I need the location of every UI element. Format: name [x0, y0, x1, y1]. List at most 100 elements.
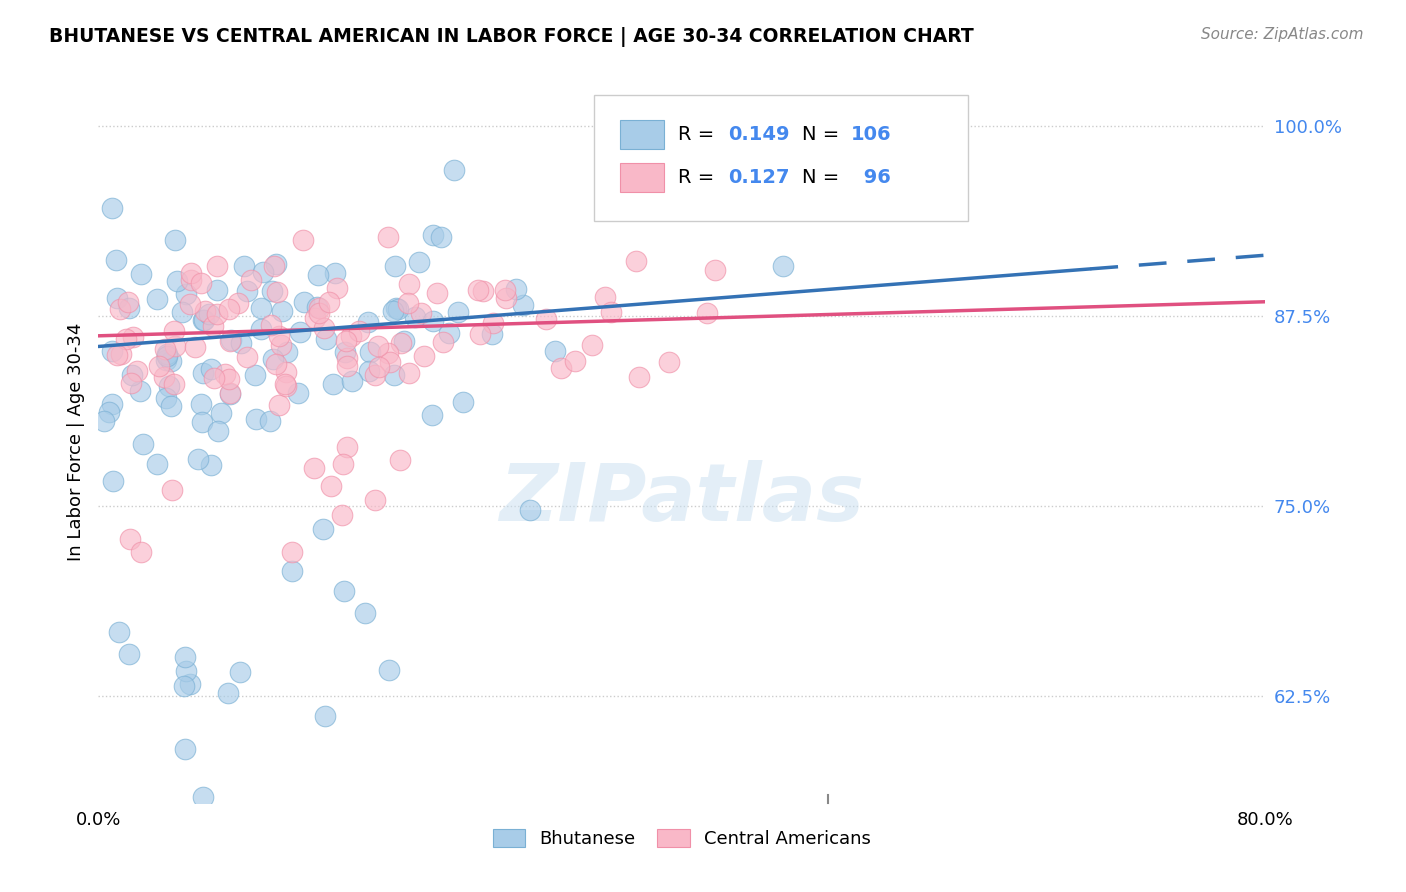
Point: [173, 679, 195, 693]
Text: BHUTANESE VS CENTRAL AMERICAN IN LABOR FORCE | AGE 30-34 CORRELATION CHART: BHUTANESE VS CENTRAL AMERICAN IN LABOR F…: [49, 27, 974, 46]
Point: [447, 305, 470, 319]
Point: [191, 313, 214, 327]
Point: [190, 277, 212, 291]
Point: [387, 302, 409, 317]
Point: [264, 358, 287, 372]
Point: [105, 348, 128, 362]
Text: Source: ZipAtlas.com: Source: ZipAtlas.com: [1201, 27, 1364, 42]
Point: [127, 364, 149, 378]
Point: [245, 368, 267, 382]
Point: [336, 359, 359, 373]
Point: [252, 265, 274, 279]
Point: [217, 686, 239, 700]
Point: [174, 649, 197, 664]
Point: [191, 366, 214, 380]
Point: [330, 508, 353, 523]
Point: [262, 351, 284, 366]
Point: [318, 295, 340, 310]
Text: R =: R =: [679, 169, 721, 187]
Point: [276, 344, 298, 359]
Point: [364, 368, 387, 382]
Point: [420, 408, 443, 422]
Point: [494, 283, 516, 297]
Text: R =: R =: [679, 125, 721, 144]
Point: [207, 424, 229, 438]
Point: [156, 347, 179, 361]
Point: [218, 301, 240, 316]
Point: [110, 347, 132, 361]
Point: [191, 415, 214, 429]
Point: [145, 457, 167, 471]
Point: [145, 292, 167, 306]
Point: [304, 460, 326, 475]
Point: [772, 260, 794, 274]
Point: [179, 677, 201, 691]
Point: [347, 324, 370, 338]
Point: [162, 377, 184, 392]
Point: [205, 283, 228, 297]
Point: [377, 230, 399, 244]
Point: [267, 329, 290, 343]
Point: [229, 665, 252, 679]
Point: [193, 789, 215, 804]
Point: [495, 291, 517, 305]
Point: [658, 355, 681, 369]
Point: [404, 310, 426, 324]
Point: [190, 397, 212, 411]
Point: [262, 284, 284, 298]
Point: [287, 386, 309, 401]
Point: [166, 274, 188, 288]
Point: [322, 377, 344, 392]
Point: [101, 201, 124, 215]
Point: [312, 320, 335, 334]
Point: [505, 281, 527, 295]
Point: [429, 230, 451, 244]
Point: [229, 336, 252, 351]
Point: [249, 301, 271, 316]
Point: [314, 709, 336, 723]
Point: [377, 346, 399, 360]
Point: [413, 349, 436, 363]
Point: [163, 339, 186, 353]
Point: [389, 336, 412, 351]
Point: [319, 478, 342, 492]
Point: [118, 301, 141, 315]
Y-axis label: In Labor Force | Age 30-34: In Labor Force | Age 30-34: [66, 322, 84, 561]
FancyBboxPatch shape: [595, 95, 967, 221]
Point: [628, 369, 651, 384]
Point: [101, 343, 124, 358]
Point: [269, 398, 291, 412]
Point: [564, 354, 586, 368]
Point: [333, 583, 356, 598]
Point: [274, 365, 297, 379]
Point: [160, 399, 183, 413]
Point: [129, 545, 152, 559]
Point: [481, 327, 503, 342]
Point: [101, 474, 124, 488]
Point: [432, 334, 454, 349]
Point: [544, 344, 567, 359]
Point: [202, 319, 225, 334]
Point: [426, 286, 449, 301]
Point: [240, 273, 263, 287]
Point: [236, 350, 259, 364]
Point: [245, 412, 267, 426]
Point: [107, 624, 129, 639]
Point: [194, 303, 217, 318]
Point: [209, 406, 232, 420]
Point: [120, 533, 142, 547]
Point: [281, 565, 304, 579]
Point: [270, 338, 292, 352]
Point: [202, 371, 225, 385]
Point: [121, 368, 143, 383]
Point: [110, 301, 132, 316]
Point: [259, 414, 281, 428]
Point: [131, 267, 153, 281]
Point: [152, 370, 174, 384]
Point: [396, 295, 419, 310]
Point: [132, 437, 155, 451]
Point: [214, 367, 236, 381]
Point: [422, 228, 444, 243]
Point: [155, 352, 177, 367]
Point: [198, 307, 221, 321]
